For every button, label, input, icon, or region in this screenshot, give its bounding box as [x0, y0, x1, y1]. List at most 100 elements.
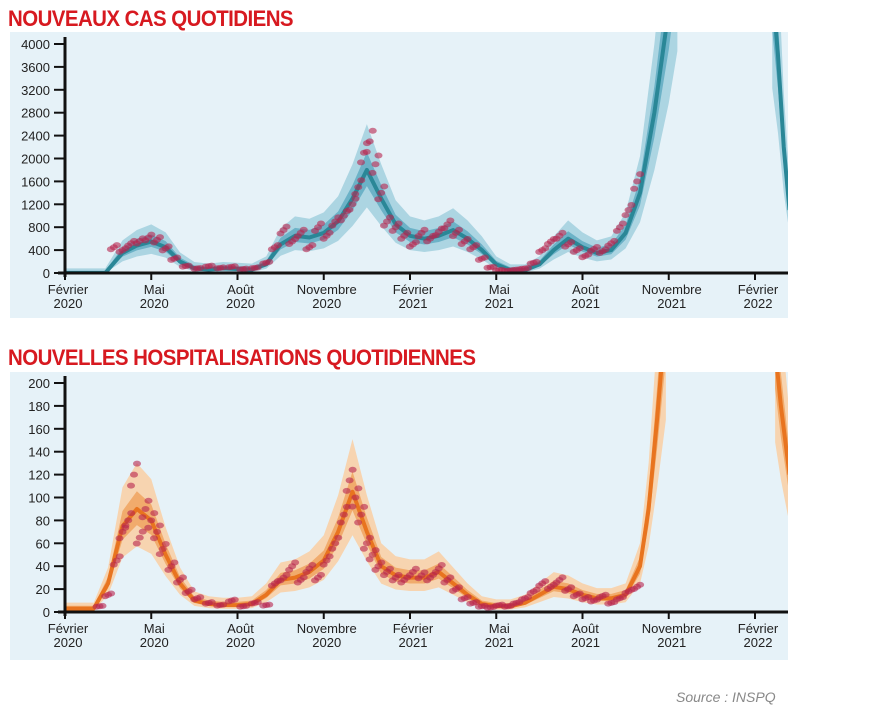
hospitalizations-observed-point: [339, 511, 348, 518]
cases-x-tick-month: Février: [48, 282, 89, 297]
hospitalizations-x-tick-month: Mai: [489, 621, 510, 636]
cases-observed-point: [147, 231, 156, 238]
hospitalizations-observed-point: [345, 477, 354, 484]
hospitalizations-observed-point: [107, 590, 116, 597]
cases-x-tick-month: Août: [227, 282, 254, 297]
cases-y-tick-label: 3600: [21, 60, 50, 75]
hospitalizations-observed-point: [368, 551, 377, 558]
hospitalizations-y-tick-label: 200: [28, 376, 50, 391]
hospitalizations-observed-point: [334, 534, 343, 541]
hospitalizations-x-tick-year: 2021: [657, 635, 686, 650]
cases-y-tick-label: 2000: [21, 152, 50, 167]
hospitalizations-observed-point: [127, 482, 135, 489]
hospitalizations-observed-point: [541, 578, 550, 585]
hospitalizations-observed-point: [437, 562, 446, 569]
hospitalizations-x-tick-month: Août: [572, 621, 599, 636]
hospitalizations-observed-point: [371, 547, 380, 554]
hospitalizations-observed-point: [386, 565, 394, 572]
hospitalizations-x-tick-year: 2021: [399, 635, 428, 650]
hospitalizations-observed-point: [153, 528, 161, 535]
hospitalizations-observed-point: [130, 471, 138, 478]
cases-observed-point: [624, 207, 633, 214]
hospitalizations-observed-point: [150, 510, 159, 517]
hospitalizations-y-tick-label: 20: [36, 582, 50, 597]
hospitalizations-observed-point: [357, 511, 366, 518]
cases-observed-point: [339, 212, 348, 219]
hospitalizations-x-tick-month: Mai: [144, 621, 165, 636]
hospitalizations-observed-point: [575, 590, 584, 597]
cases-observed-point: [354, 184, 363, 191]
hospitalizations-observed-point: [446, 574, 455, 581]
hospitalizations-observed-point: [463, 594, 472, 601]
cases-x-tick-year: 2021: [571, 296, 600, 311]
hospitalizations-observed-point: [348, 466, 357, 473]
hospitalizations-x-tick-year: 2021: [571, 635, 600, 650]
cases-observed-point: [394, 220, 403, 227]
cases-y-tick-label: 3200: [21, 83, 50, 98]
cases-observed-point: [308, 242, 317, 249]
cases-y-tick-label: 1600: [21, 174, 50, 189]
hospitalizations-observed-point: [362, 540, 371, 547]
cases-observed-point: [403, 229, 412, 236]
hospitalizations-observed-point: [196, 594, 205, 601]
cases-x-tick-year: 2021: [657, 296, 686, 311]
cases-median-line: [774, 32, 788, 211]
hospitalizations-y-tick-label: 120: [28, 468, 50, 483]
hospitalizations-observed-point: [351, 494, 360, 501]
cases-x-tick-month: Août: [572, 282, 599, 297]
cases-observed-point: [386, 214, 394, 221]
hospitalizations-observed-point: [138, 528, 147, 535]
cases-observed-point: [633, 178, 642, 185]
cases-x-tick-year: 2021: [485, 296, 514, 311]
cases-observed-point: [265, 258, 274, 265]
cases-observed-point: [345, 206, 354, 213]
cases-x-tick-month: Novembre: [297, 282, 357, 297]
cases-x-tick-year: 2020: [140, 296, 169, 311]
cases-x-tick-month: Mai: [489, 282, 510, 297]
hospitalizations-y-tick-label: 100: [28, 491, 50, 506]
hospitalizations-observed-point: [342, 487, 351, 494]
hospitalizations-observed-point: [161, 540, 170, 547]
hospitalizations-observed-point: [325, 553, 334, 560]
hospitalizations-observed-point: [317, 571, 325, 578]
cases-outer-band: [65, 32, 678, 273]
hospitalizations-outer-band: [65, 372, 666, 612]
hospitalizations-observed-point: [411, 565, 420, 572]
cases-observed-point: [351, 190, 360, 197]
hospitalizations-observed-point: [282, 571, 291, 578]
hospitalizations-observed-point: [155, 551, 164, 558]
hospitalizations-observed-point: [187, 586, 196, 593]
cases-observed-point: [380, 183, 389, 190]
hospitalizations-observed-point: [328, 545, 337, 552]
cases-observed-point: [610, 237, 619, 244]
cases-observed-point: [411, 239, 420, 246]
hospitalizations-observed-point: [253, 599, 262, 606]
hospitalizations-observed-point: [365, 534, 374, 541]
hospitalizations-observed-point: [336, 519, 345, 526]
cases-observed-point: [480, 254, 489, 261]
cases-observed-point: [230, 263, 239, 270]
cases-y-tick-label: 2800: [21, 106, 50, 121]
cases-observed-point: [336, 217, 345, 224]
cases-outer-band: [772, 32, 788, 223]
hospitalizations-observed-point: [348, 503, 357, 510]
cases-observed-point: [299, 226, 308, 233]
hospitalizations-x-tick-year: 2020: [54, 635, 83, 650]
cases-observed-point: [446, 217, 455, 224]
cases-x-tick-month: Mai: [144, 282, 165, 297]
hospitalizations-x-tick-month: Novembre: [642, 621, 702, 636]
cases-observed-point: [558, 229, 567, 236]
hospitalizations-observed-point: [115, 535, 124, 542]
hospitalizations-observed-point: [354, 485, 363, 492]
cases-observed-point: [325, 229, 334, 236]
hospitalizations-observed-point: [158, 546, 167, 553]
hospitalizations-y-tick-label: 180: [28, 399, 50, 414]
hospitalizations-observed-point: [455, 584, 463, 591]
cases-x-tick-year: 2020: [54, 296, 83, 311]
hospitalizations-x-tick-year: 2020: [226, 635, 255, 650]
hospitalizations-observed-point: [291, 559, 300, 566]
hospitalizations-x-tick-month: Février: [738, 621, 779, 636]
hospitalizations-observed-point: [133, 460, 141, 467]
cases-observed-point: [348, 201, 357, 208]
